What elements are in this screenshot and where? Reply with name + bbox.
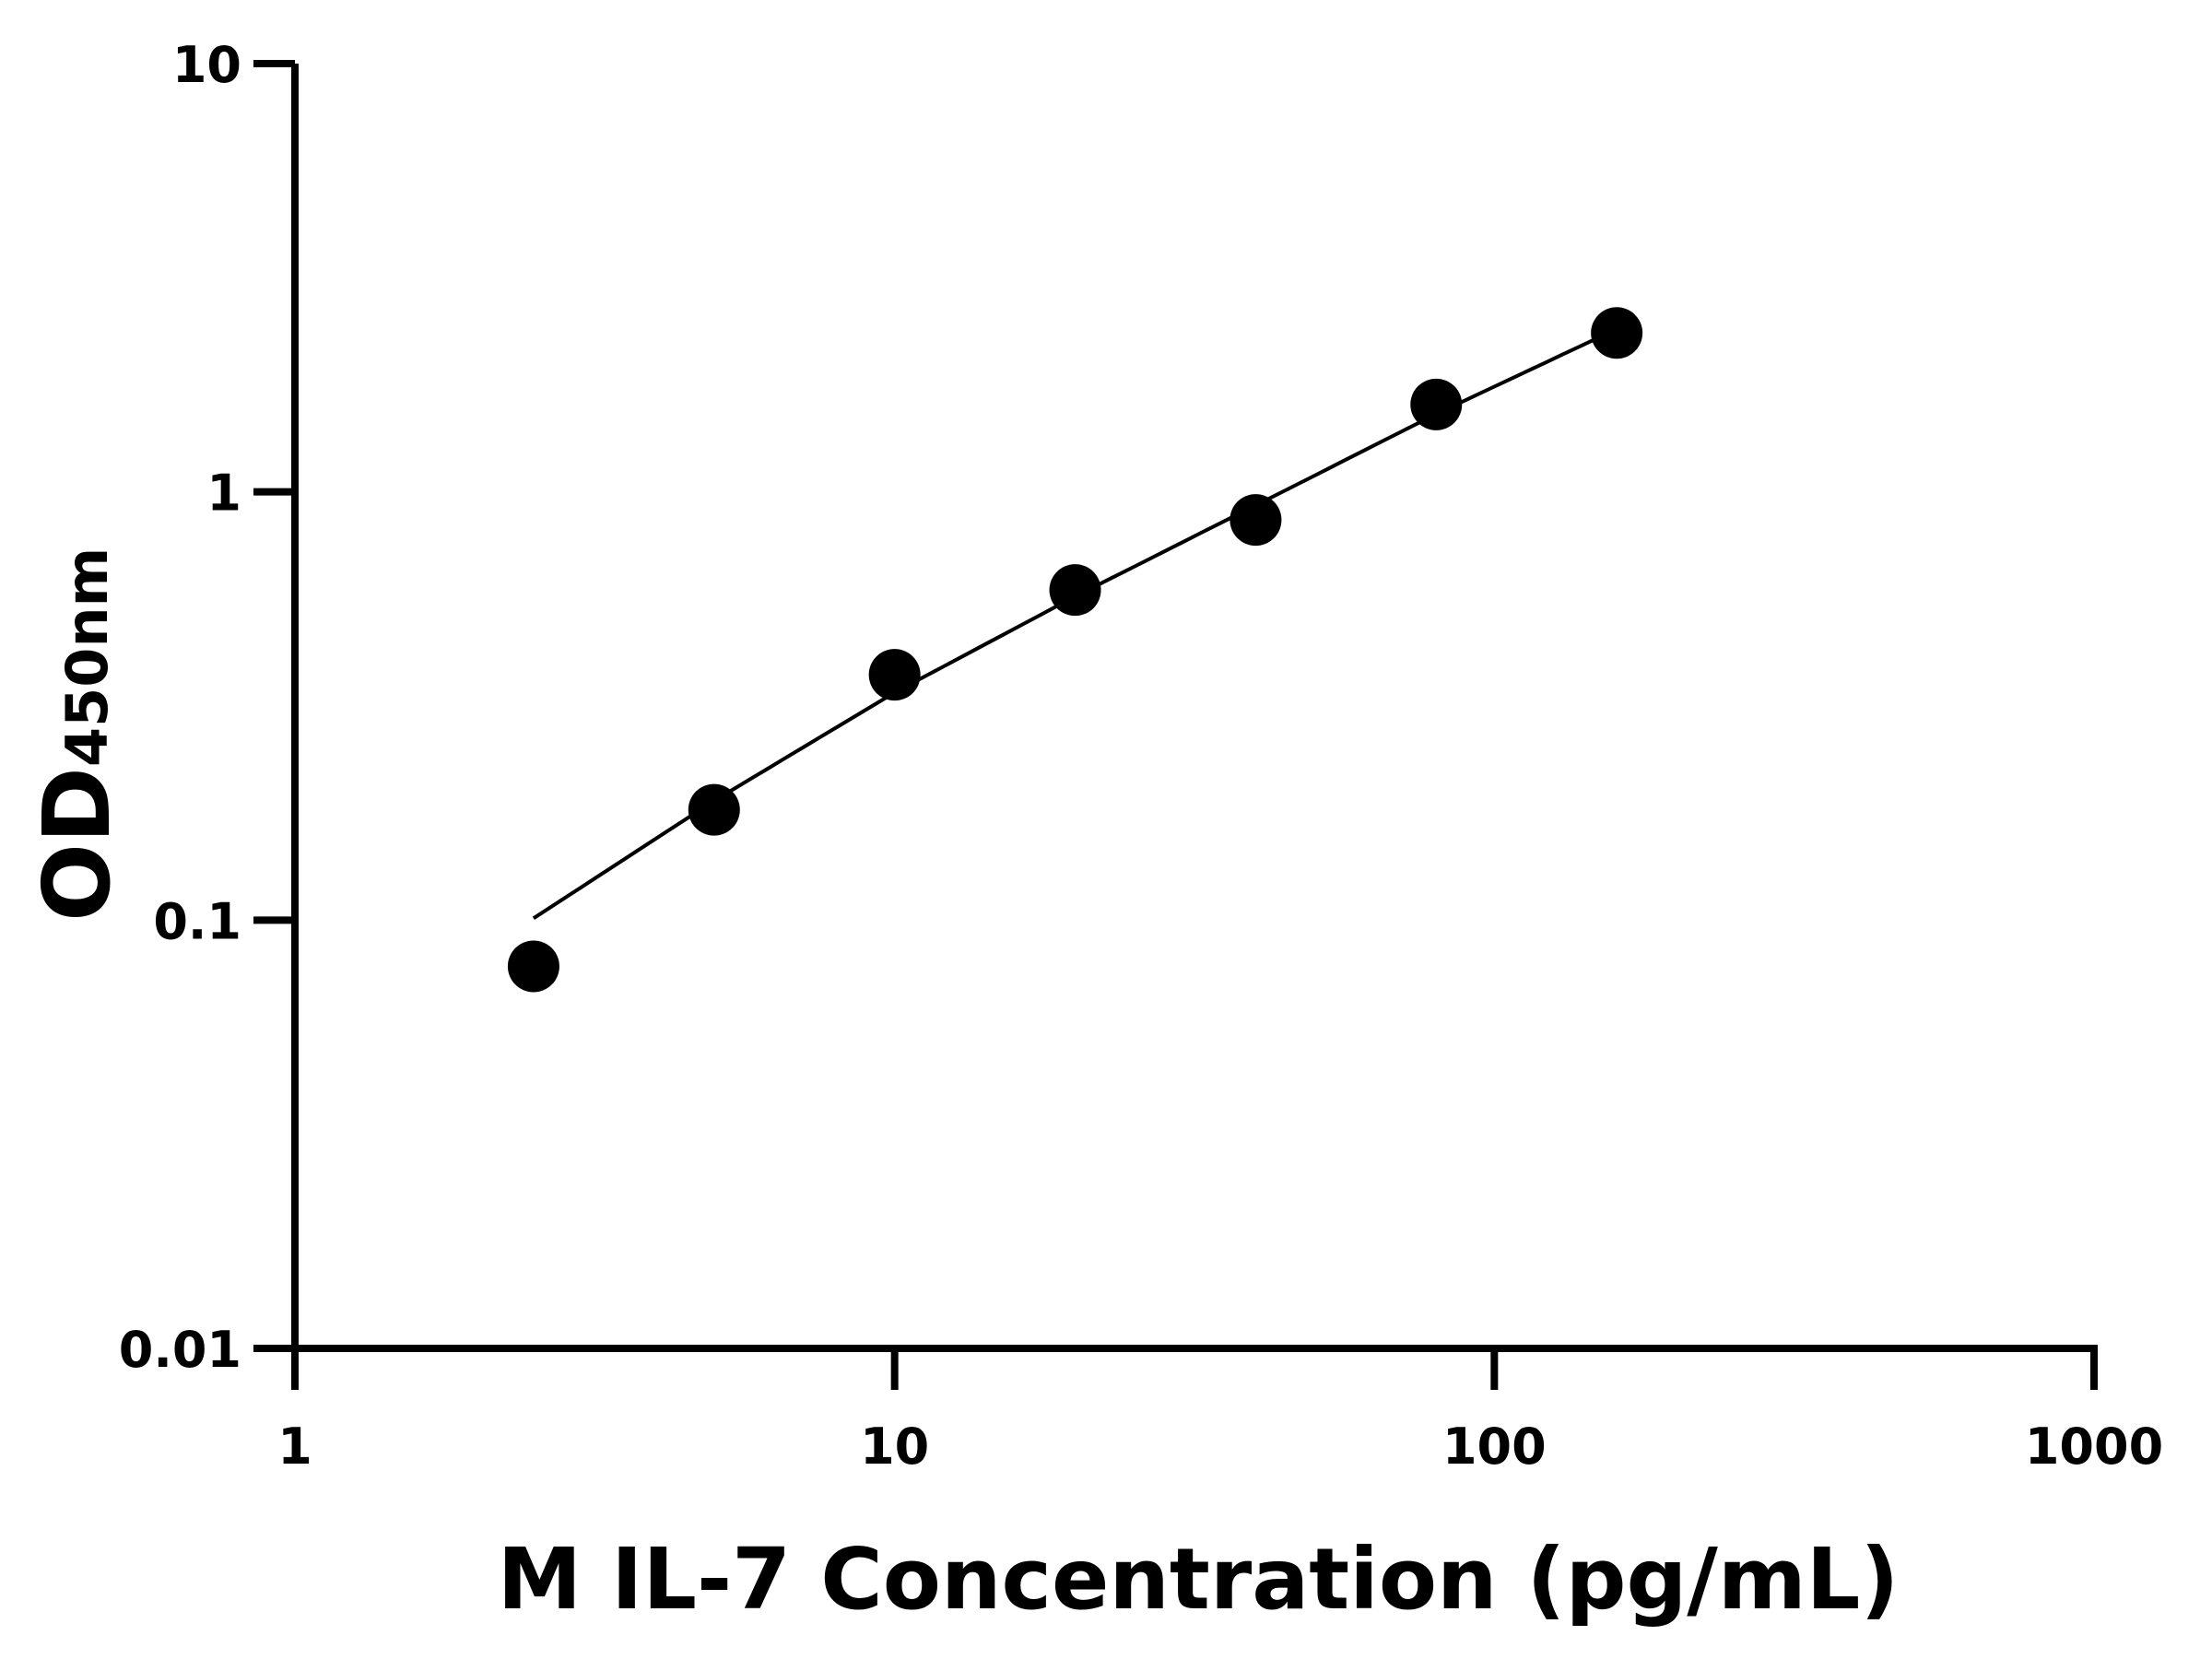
data-point: [507, 940, 559, 993]
y-axis-label: OD450nm: [23, 547, 131, 922]
data-point: [1049, 564, 1101, 617]
data-point: [688, 783, 740, 836]
y-axis-label-main: OD: [23, 767, 131, 922]
y-axis-label-subscript: 450nm: [53, 547, 121, 767]
svg-text:OD450nm: OD450nm: [23, 547, 131, 922]
data-point: [1591, 307, 1643, 359]
x-axis-label: M IL-7 Concentration (pg/mL): [498, 1530, 1900, 1629]
data-point: [1410, 378, 1463, 430]
x-tick-label: 100: [1442, 1418, 1547, 1476]
y-tick-label: 0.01: [119, 1321, 241, 1379]
data-point: [868, 649, 921, 701]
y-tick-label: 0.1: [153, 892, 241, 950]
x-tick-label: 1000: [2025, 1418, 2163, 1476]
data-points: [507, 307, 1643, 993]
x-tick-label: 1: [277, 1418, 312, 1476]
y-tick-label: 10: [172, 36, 241, 94]
y-tick-label: 1: [206, 465, 241, 523]
ticks: 1 10 100 1000 0.01 0.1 1 10: [119, 36, 2163, 1476]
axes: [291, 64, 2098, 1352]
x-tick-label: 10: [860, 1418, 929, 1476]
data-point: [1230, 494, 1282, 547]
